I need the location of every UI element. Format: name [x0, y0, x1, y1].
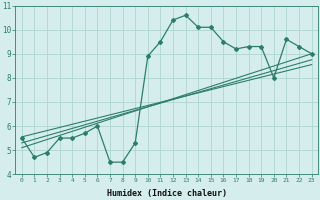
X-axis label: Humidex (Indice chaleur): Humidex (Indice chaleur) [107, 189, 227, 198]
